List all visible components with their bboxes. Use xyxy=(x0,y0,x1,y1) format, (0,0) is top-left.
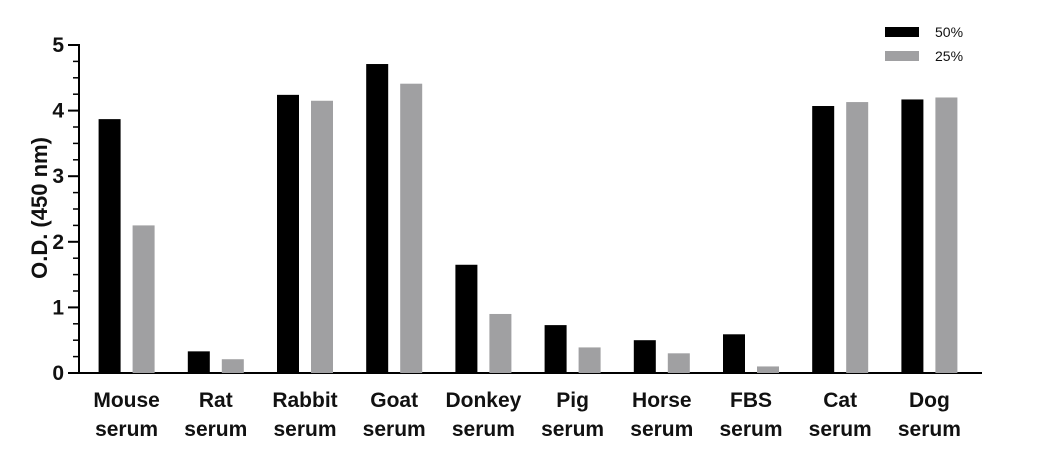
bars xyxy=(98,64,958,374)
y-tick-label: 2 xyxy=(52,231,64,254)
bar-50pct-fbs xyxy=(723,334,745,373)
x-tick-label: Rat xyxy=(199,389,233,412)
bar-50pct-rabbit xyxy=(277,94,299,373)
category-labels: Mouse serum Rat serum Rabbit serum Goat serum Do… xyxy=(93,389,961,441)
y-tick-label: 5 xyxy=(52,34,64,57)
x-tick-label: Horse xyxy=(632,389,692,412)
bar-25pct-pig xyxy=(578,347,601,373)
legend-swatch xyxy=(885,27,919,37)
y-tick-label: 3 xyxy=(52,165,64,188)
bar-50pct-cat xyxy=(812,106,835,374)
bar-25pct-mouse xyxy=(132,225,155,373)
x-tick-label-line2: serum xyxy=(273,418,336,441)
y-axis: 0 1 2 3 4 5 xyxy=(52,34,80,385)
bar-25pct-fbs xyxy=(757,366,779,373)
x-tick-label: Rabbit xyxy=(272,389,337,412)
bar-50pct-horse xyxy=(633,340,656,373)
y-tick-label: 1 xyxy=(52,296,64,319)
x-tick-label: Dog xyxy=(909,389,950,412)
bar-25pct-rabbit xyxy=(311,100,333,373)
bar-50pct-donkey xyxy=(455,264,478,373)
x-tick-label-line2: serum xyxy=(95,418,158,441)
x-tick-label: Mouse xyxy=(93,389,160,412)
y-tick-label: 4 xyxy=(52,100,64,123)
bar-25pct-cat xyxy=(846,102,869,374)
x-tick-label-line2: serum xyxy=(184,418,247,441)
x-tick-label-line2: serum xyxy=(541,418,604,441)
bar-25pct-horse xyxy=(667,353,690,373)
x-tick-label: Donkey xyxy=(445,389,521,412)
x-tick-label: Goat xyxy=(370,389,418,412)
x-tick-label: Cat xyxy=(823,389,857,412)
y-axis-label: O.D. (450 nm) xyxy=(27,137,52,279)
bar-25pct-dog xyxy=(935,97,958,373)
legend-swatch xyxy=(885,51,919,61)
legend-label: 25% xyxy=(935,48,963,64)
bar-50pct-pig xyxy=(544,325,567,373)
x-tick-label-line2: serum xyxy=(630,418,693,441)
bar-50pct-goat xyxy=(366,64,389,374)
legend: 50% 25% xyxy=(885,24,963,64)
x-tick-label-line2: serum xyxy=(898,418,961,441)
bar-50pct-rat xyxy=(187,351,210,373)
x-tick-label-line2: serum xyxy=(452,418,515,441)
bar-25pct-rat xyxy=(221,359,244,373)
legend-label: 50% xyxy=(935,24,963,40)
bar-50pct-mouse xyxy=(98,119,121,374)
x-tick-label: FBS xyxy=(730,389,772,412)
bar-50pct-dog xyxy=(901,99,924,373)
bar-25pct-goat xyxy=(400,83,423,373)
x-tick-label-line2: serum xyxy=(809,418,872,441)
x-tick-label-line2: serum xyxy=(719,418,782,441)
bar-25pct-donkey xyxy=(489,313,512,373)
x-tick-label-line2: serum xyxy=(363,418,426,441)
x-tick-label: Pig xyxy=(556,389,589,412)
y-tick-label: 0 xyxy=(52,362,64,385)
